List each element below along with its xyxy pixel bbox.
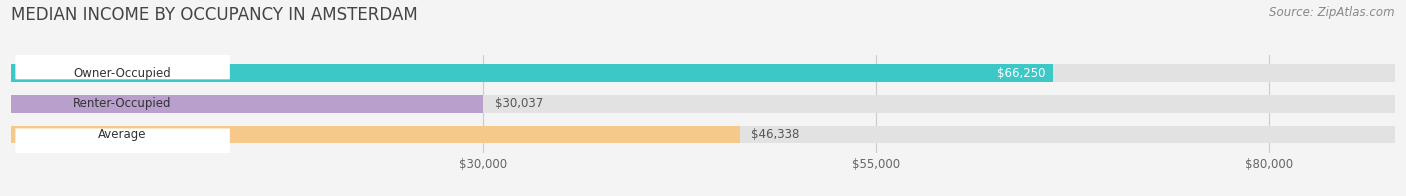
Bar <box>11 64 1395 82</box>
FancyBboxPatch shape <box>15 128 229 177</box>
Bar <box>11 126 1395 143</box>
Text: Renter-Occupied: Renter-Occupied <box>73 97 172 110</box>
FancyBboxPatch shape <box>15 30 229 79</box>
Bar <box>11 95 1395 113</box>
Text: $66,250: $66,250 <box>997 67 1046 80</box>
Text: $46,338: $46,338 <box>751 128 799 141</box>
Text: $30,037: $30,037 <box>495 97 543 110</box>
Text: Source: ZipAtlas.com: Source: ZipAtlas.com <box>1270 6 1395 19</box>
Bar <box>11 95 484 113</box>
Bar <box>11 64 1053 82</box>
Text: MEDIAN INCOME BY OCCUPANCY IN AMSTERDAM: MEDIAN INCOME BY OCCUPANCY IN AMSTERDAM <box>11 6 418 24</box>
Text: Average: Average <box>98 128 146 141</box>
Text: Owner-Occupied: Owner-Occupied <box>73 67 172 80</box>
Bar <box>11 126 740 143</box>
